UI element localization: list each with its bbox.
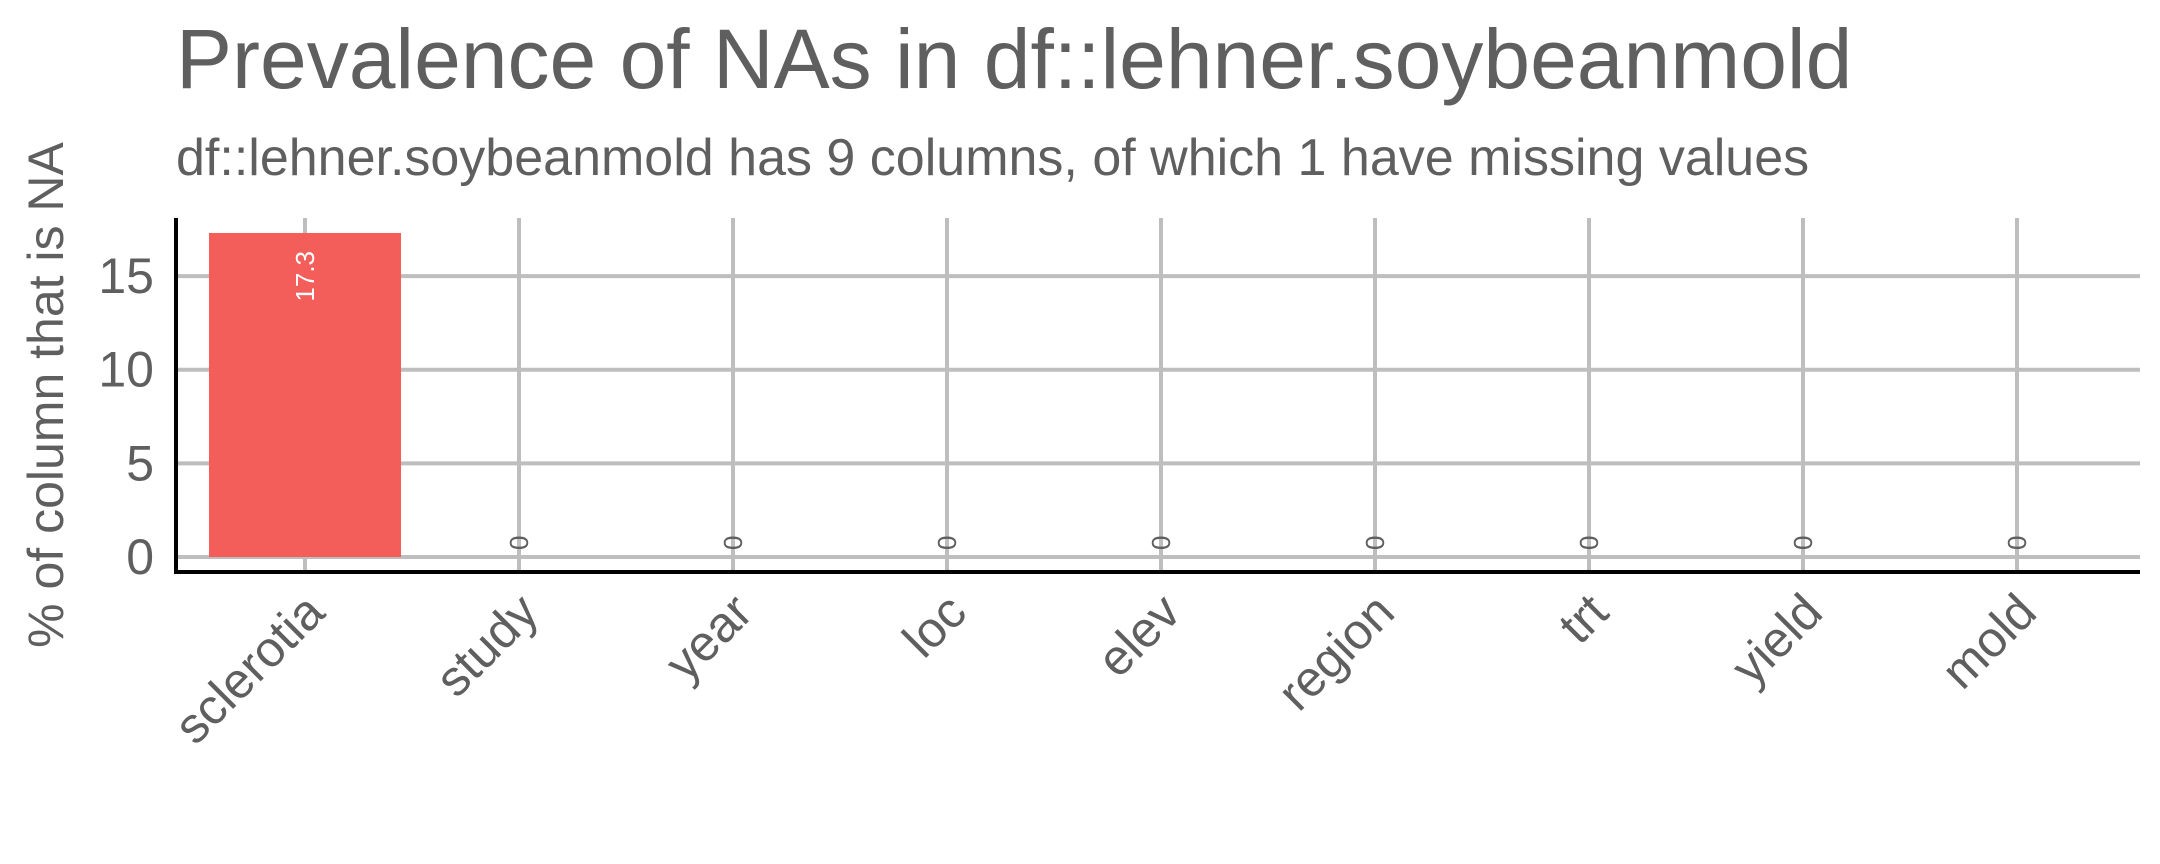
- chart-title: Prevalence of NAs in df::lehner.soybeanm…: [176, 12, 1852, 106]
- y-tick-label: 0: [126, 529, 154, 585]
- x-tick-labels: sclerotia study year loc elev region trt yield m…: [164, 583, 2047, 754]
- bar-label-year: 0: [718, 536, 748, 550]
- x-tick-label-mold: mold: [1931, 583, 2047, 699]
- y-tick-label: 10: [98, 342, 154, 398]
- x-tick-label-yield: yield: [1720, 583, 1832, 695]
- x-tick-label-sclerotia: sclerotia: [164, 583, 335, 754]
- bar-label-mold: 0: [2002, 536, 2032, 550]
- x-tick-label-elev: elev: [1086, 583, 1190, 687]
- x-tick-label-year: year: [654, 583, 762, 691]
- x-tick-label-study: study: [425, 583, 549, 707]
- bar-label-region: 0: [1360, 536, 1390, 550]
- bar-label-elev: 0: [1146, 536, 1176, 550]
- x-tick-label-trt: trt: [1548, 583, 1619, 654]
- x-tick-label-region: region: [1267, 583, 1405, 721]
- grid: [176, 218, 2140, 572]
- y-axis-title: % of column that is NA: [18, 141, 74, 647]
- y-tick-label: 15: [98, 248, 154, 304]
- bars: [209, 232, 401, 558]
- bar-labels: 17.3 0 0 0 0 0 0 0 0: [290, 251, 2032, 550]
- chart-subtitle: df::lehner.soybeanmold has 9 columns, of…: [176, 129, 1809, 187]
- axes: [174, 218, 2140, 574]
- x-tick-label-loc: loc: [892, 583, 977, 668]
- bar-label-trt: 0: [1574, 536, 1604, 550]
- plot-area: 17.3 0 0 0 0 0 0 0 0 0 5 10 15 sclerotia study year lo…: [98, 218, 2140, 754]
- bar-label-study: 0: [504, 536, 534, 550]
- bar-label-loc: 0: [932, 536, 962, 550]
- bar-label-yield: 0: [1788, 536, 1818, 550]
- bar-label-sclerotia: 17.3: [290, 251, 320, 302]
- y-tick-label: 5: [126, 435, 154, 491]
- bar-sclerotia: [209, 232, 401, 558]
- y-tick-labels: 0 5 10 15: [98, 248, 154, 585]
